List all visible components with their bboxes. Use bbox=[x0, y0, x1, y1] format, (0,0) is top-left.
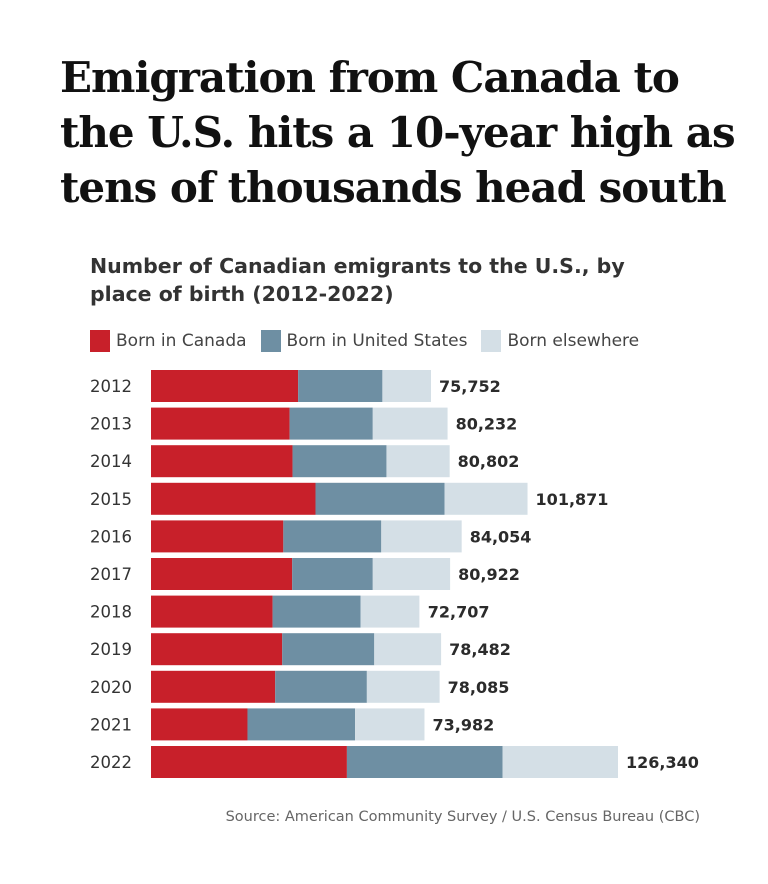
bar-born-us-2017 bbox=[292, 558, 373, 590]
bar-born-elsewhere-2016 bbox=[381, 520, 462, 553]
year-label-2020: 2020 bbox=[90, 678, 132, 697]
total-label-2016: 84,054 bbox=[470, 527, 532, 546]
bar-born-us-2016 bbox=[283, 520, 382, 553]
bar-born-elsewhere-2017 bbox=[372, 558, 451, 590]
bar-born-us-2019 bbox=[282, 633, 375, 666]
legend-swatch-born-us bbox=[260, 330, 281, 352]
bar-born-elsewhere-2013 bbox=[372, 407, 448, 440]
legend-item-born-canada: Born in Canada bbox=[90, 330, 247, 352]
total-label-2017: 80,922 bbox=[458, 565, 520, 584]
year-label-2015: 2015 bbox=[90, 490, 132, 509]
total-label-2018: 72,707 bbox=[428, 603, 490, 622]
total-label-2013: 80,232 bbox=[456, 415, 518, 434]
year-label-2021: 2021 bbox=[90, 715, 132, 734]
total-label-2014: 80,802 bbox=[458, 452, 520, 471]
legend-swatch-born-canada bbox=[90, 330, 110, 352]
legend-item-born-us: Born in United States bbox=[260, 330, 468, 352]
bar-born-us-2013 bbox=[289, 407, 373, 440]
source-note: Source: American Community Survey / U.S.… bbox=[225, 809, 700, 825]
bar-born-canada-2016 bbox=[151, 520, 284, 553]
bar-born-canada-2013 bbox=[151, 407, 290, 440]
total-label-2015: 101,871 bbox=[536, 490, 609, 509]
bar-born-elsewhere-2014 bbox=[386, 445, 450, 478]
total-label-2022: 126,340 bbox=[626, 753, 699, 772]
year-label-2013: 2013 bbox=[90, 415, 132, 434]
bar-born-us-2021 bbox=[247, 708, 356, 741]
bar-born-elsewhere-2021 bbox=[355, 708, 425, 741]
bar-born-canada-2021 bbox=[151, 708, 248, 741]
legend-item-born-elsewhere: Born elsewhere bbox=[481, 330, 639, 352]
bar-born-us-2018 bbox=[272, 595, 361, 628]
chart-title: Number of Canadian emigrants to the U.S.… bbox=[90, 254, 625, 306]
year-label-2018: 2018 bbox=[90, 603, 132, 622]
legend-label-born-elsewhere: Born elsewhere bbox=[507, 331, 640, 351]
year-label-2016: 2016 bbox=[90, 527, 132, 546]
legend: Born in Canada Born in United States Bor… bbox=[90, 329, 653, 353]
headline: Emigration from Canada to the U.S. hits … bbox=[60, 53, 736, 212]
bar-born-canada-2018 bbox=[151, 595, 273, 628]
bar-born-canada-2015 bbox=[151, 482, 316, 515]
bar-born-elsewhere-2012 bbox=[382, 370, 431, 402]
bar-born-canada-2017 bbox=[151, 558, 293, 590]
year-label-2014: 2014 bbox=[90, 452, 132, 471]
bar-born-canada-2014 bbox=[151, 445, 293, 478]
year-label-2012: 2012 bbox=[90, 377, 132, 396]
legend-label-born-canada: Born in Canada bbox=[116, 331, 247, 351]
bar-born-us-2022 bbox=[346, 746, 503, 778]
bar-born-elsewhere-2019 bbox=[374, 633, 442, 666]
year-label-2022: 2022 bbox=[90, 753, 132, 772]
bar-born-canada-2012 bbox=[151, 370, 299, 402]
year-label-2019: 2019 bbox=[90, 640, 132, 659]
total-label-2020: 78,085 bbox=[448, 678, 510, 697]
bar-born-elsewhere-2022 bbox=[502, 746, 618, 778]
year-label-2017: 2017 bbox=[90, 565, 132, 584]
bar-born-us-2012 bbox=[298, 370, 383, 402]
total-label-2021: 73,982 bbox=[432, 715, 494, 734]
bar-born-us-2014 bbox=[292, 445, 387, 478]
bar-born-canada-2022 bbox=[151, 746, 347, 778]
bar-born-us-2020 bbox=[275, 670, 367, 703]
bar-born-canada-2020 bbox=[151, 670, 276, 703]
bar-born-canada-2019 bbox=[151, 633, 283, 666]
bar-born-elsewhere-2020 bbox=[366, 670, 440, 703]
total-label-2012: 75,752 bbox=[439, 377, 501, 396]
legend-label-born-us: Born in United States bbox=[286, 331, 468, 351]
legend-swatch-born-elsewhere bbox=[481, 330, 502, 352]
bar-born-us-2015 bbox=[315, 482, 445, 515]
bar-born-elsewhere-2018 bbox=[360, 595, 420, 628]
total-label-2019: 78,482 bbox=[449, 640, 511, 659]
bar-born-elsewhere-2015 bbox=[444, 482, 528, 515]
